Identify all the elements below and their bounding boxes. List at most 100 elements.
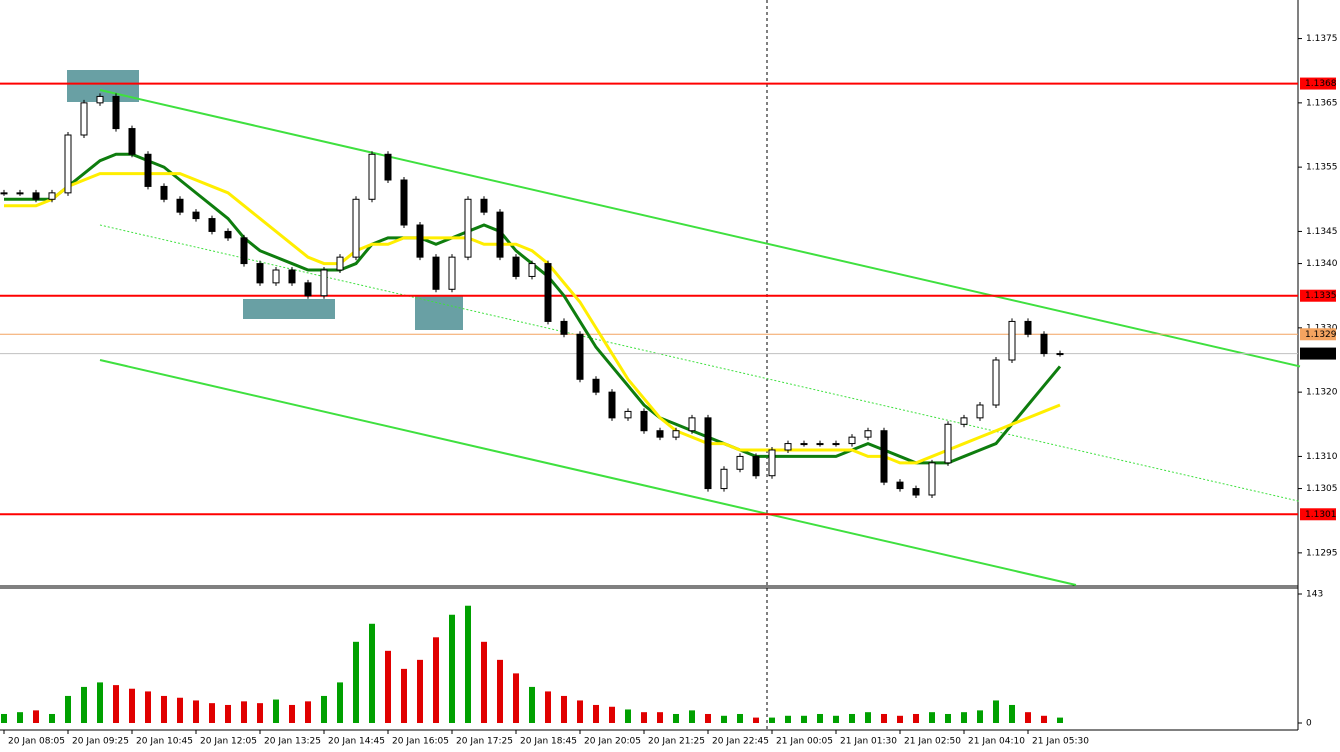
candle-body (592, 378, 600, 393)
candle-body (912, 488, 920, 496)
volume-bar (721, 715, 727, 723)
volume-bar (481, 641, 487, 723)
candle-body (736, 455, 744, 470)
x-tick-label: 20 Jan 21:25 (648, 737, 705, 747)
volume-bar (161, 695, 167, 723)
candle-body (672, 430, 680, 438)
volume-bar (129, 688, 135, 723)
candle-body (400, 179, 408, 226)
y-tick-label: 1.1320 (1306, 388, 1338, 398)
volume-bar (1041, 715, 1047, 723)
trendline (99, 359, 1077, 586)
candle-body (784, 443, 792, 451)
candle-body (208, 218, 216, 232)
candle-body (624, 410, 632, 419)
candle-body (352, 198, 360, 258)
candle-body (384, 153, 392, 181)
candle-body (688, 417, 696, 432)
candle-body (752, 455, 760, 477)
candle-body (432, 256, 440, 290)
candle-body (96, 95, 104, 104)
volume-bar (625, 709, 631, 723)
candle-body (192, 211, 200, 220)
volume-bar (465, 605, 471, 723)
candle-body (1008, 320, 1016, 361)
candle-body (1040, 333, 1048, 355)
candle-body (256, 263, 264, 284)
candle-body (176, 198, 184, 213)
candle-body (288, 269, 296, 284)
volume-bar (1057, 717, 1063, 723)
volume-bar (801, 715, 807, 723)
volume-bar (961, 712, 967, 723)
y-tick-label: 143 (1306, 590, 1323, 600)
candle-body (16, 192, 24, 195)
volume-bar (353, 641, 359, 723)
volume-bar (385, 650, 391, 723)
y-tick-label: 1.1340 (1306, 259, 1338, 269)
volume-bar (913, 713, 919, 723)
candle-body (896, 481, 904, 490)
candle-body (656, 430, 664, 438)
candle-body (816, 443, 824, 446)
volume-bar (289, 704, 295, 723)
volume-bar (401, 668, 407, 723)
volume-bar (145, 691, 151, 723)
volume-bar (241, 701, 247, 723)
trendline-dashed (99, 224, 1301, 502)
current-price-label: 1.1326 (1305, 349, 1337, 359)
trendline (99, 89, 1301, 368)
candle-body (48, 192, 56, 200)
x-tick-label: 20 Jan 20:05 (584, 737, 641, 747)
marker-level-box (1300, 328, 1336, 341)
x-tick-label: 21 Jan 00:05 (776, 737, 833, 747)
volume-bar (737, 713, 743, 723)
candle-body (960, 417, 968, 425)
y-tick-label: 1.1355 (1306, 163, 1338, 173)
candle-body (272, 269, 280, 284)
candle-body (32, 192, 40, 200)
price-level-label: 1.1368 (1305, 79, 1337, 89)
candle-body (880, 430, 888, 483)
volume-bar (81, 686, 87, 723)
volume-bar (209, 703, 215, 723)
marker-level-label: 1.1329 (1305, 330, 1337, 340)
x-tick-label: 21 Jan 04:10 (968, 737, 1025, 747)
candle-body (320, 269, 328, 297)
candle-body (416, 224, 424, 258)
x-tick-label: 20 Jan 09:25 (72, 737, 129, 747)
volume-bar (113, 685, 119, 723)
volume-bar (545, 691, 551, 723)
candle-body (832, 443, 840, 446)
price-level-box (1300, 508, 1336, 521)
volume-bar (1009, 704, 1015, 723)
volume-bar (977, 710, 983, 723)
volume-bar (881, 713, 887, 723)
volume-bar (513, 673, 519, 723)
candle-body (1024, 320, 1032, 335)
volume-bar (657, 712, 663, 723)
candle-body (928, 462, 936, 496)
volume-bar (225, 704, 231, 723)
zone-box (243, 299, 335, 319)
x-tick-label: 20 Jan 16:05 (392, 737, 449, 747)
volume-bar (193, 700, 199, 723)
candle-body (224, 230, 232, 239)
x-tick-label: 21 Jan 02:50 (904, 737, 961, 747)
candle-body (64, 134, 72, 194)
candle-body (448, 256, 456, 290)
volume-bar (97, 682, 103, 723)
x-tick-label: 20 Jan 13:25 (264, 737, 321, 747)
candle-body (304, 282, 312, 297)
x-tick-label: 20 Jan 08:05 (8, 737, 65, 747)
candle-body (480, 198, 488, 213)
volume-bar (609, 706, 615, 723)
y-tick-label: 1.1375 (1306, 34, 1338, 44)
volume-bar (833, 715, 839, 723)
x-tick-label: 20 Jan 17:25 (456, 737, 513, 747)
volume-bar (1025, 712, 1031, 723)
price-level-box (1300, 289, 1336, 302)
x-tick-label: 20 Jan 12:05 (200, 737, 257, 747)
